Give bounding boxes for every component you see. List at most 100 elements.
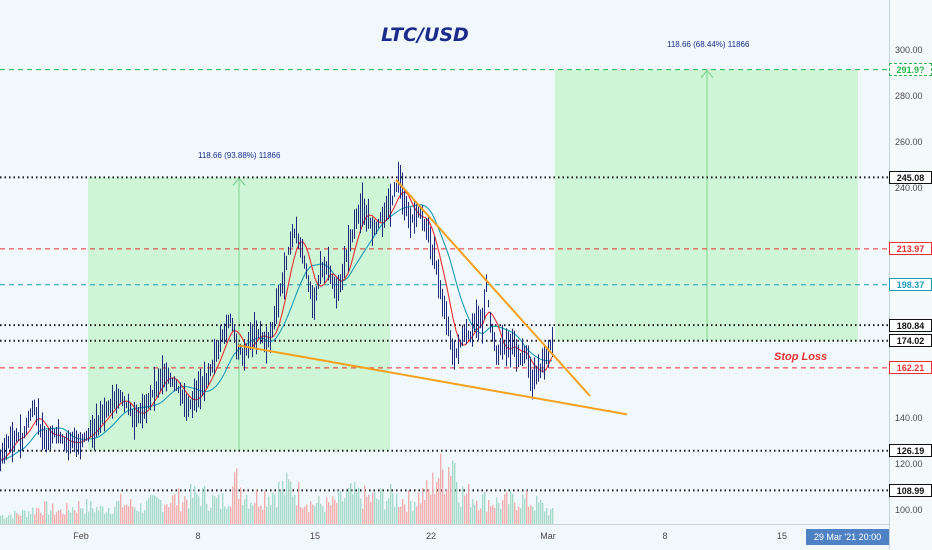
volume-bar [424, 499, 426, 524]
volume-bar [290, 481, 292, 524]
volume-bar [98, 510, 100, 524]
volume-bar [60, 509, 62, 524]
volume-bar [40, 512, 42, 524]
volume-bar [220, 508, 222, 524]
volume-bar [294, 494, 296, 524]
volume-bar [122, 507, 124, 524]
volume-bar [194, 485, 196, 524]
volume-bar [264, 491, 266, 524]
stop-loss-label: Stop Loss [774, 351, 828, 363]
volume-bar [504, 494, 506, 524]
volume-bar [288, 479, 290, 524]
volume-bar [370, 501, 372, 524]
triangle-upper-line [395, 179, 591, 397]
volume-bar [498, 503, 500, 524]
volume-bar [10, 514, 12, 524]
volume-bar [350, 482, 352, 524]
time-axis-line [0, 524, 889, 525]
level-price-tag: 180.84 [889, 318, 932, 332]
volume-bar [178, 488, 180, 524]
volume-bar [274, 494, 276, 524]
volume-bar [292, 496, 294, 524]
volume-bar [516, 509, 518, 524]
volume-bar [372, 492, 374, 524]
volume-bar [518, 506, 520, 524]
volume-bar [470, 507, 472, 524]
volume-bar [42, 515, 44, 524]
volume-bar [358, 487, 360, 524]
volume-bar [546, 507, 548, 524]
volume-bar [282, 480, 284, 524]
volume-bar [248, 508, 250, 524]
volume-bar [308, 512, 310, 524]
volume-bar [262, 509, 264, 524]
volume-bar [200, 505, 202, 524]
volume-bar [172, 495, 174, 524]
volume-bar [228, 505, 230, 524]
volume-bar [260, 505, 262, 524]
volume-bar [496, 497, 498, 524]
volume-bar [486, 511, 488, 524]
volume-bar [304, 506, 306, 524]
volume-bar [412, 511, 414, 524]
projection-arrow-head [700, 69, 714, 79]
volume-bar [110, 513, 112, 524]
volume-bar [256, 489, 258, 524]
volume-bar [140, 503, 142, 524]
volume-bar [268, 496, 270, 524]
volume-bar [448, 466, 450, 524]
volume-bar [450, 475, 452, 524]
volume-bar [16, 513, 18, 524]
volume-bar [414, 501, 416, 524]
volume-bar [374, 491, 376, 524]
price-axis[interactable] [889, 0, 932, 550]
volume-bar [512, 493, 514, 524]
volume-bar [208, 510, 210, 524]
volume-bar [318, 496, 320, 524]
volume-bar [210, 507, 212, 524]
volume-bar [52, 503, 54, 524]
volume-bar [222, 493, 224, 524]
volume-bar [510, 491, 512, 524]
volume-bar [144, 510, 146, 524]
volume-bar [408, 490, 410, 524]
volume-bar [234, 472, 236, 524]
volume-bar [522, 494, 524, 524]
volume-bar [246, 494, 248, 524]
volume-bar [142, 513, 144, 524]
volume-bar [352, 494, 354, 524]
volume-bar [392, 493, 394, 524]
volume-bar [190, 483, 192, 524]
volume-bar [490, 506, 492, 524]
volume-bar [542, 503, 544, 524]
volume-bar [38, 508, 40, 524]
volume-bar [368, 494, 370, 524]
volume-bar [506, 492, 508, 524]
volume-bar [56, 511, 58, 524]
volume-bar [54, 514, 56, 524]
volume-bar [356, 492, 358, 524]
level-price-tag: 198.37 [889, 278, 932, 292]
volume-bar [78, 501, 80, 524]
volume-bar [334, 499, 336, 524]
volume-bar [164, 504, 166, 524]
volume-bar [216, 498, 218, 524]
volume-bar [24, 510, 26, 524]
volume-bar [176, 505, 178, 524]
projection-label-1: 118.66 (93.88%) 11866 [198, 151, 281, 160]
volume-bar [452, 460, 454, 524]
volume-bar [310, 501, 312, 524]
volume-bar [14, 510, 16, 524]
volume-bar [326, 497, 328, 524]
volume-bar [102, 506, 104, 524]
volume-bar [342, 501, 344, 524]
volume-bar [20, 515, 22, 524]
volume-bar [278, 481, 280, 524]
volume-bar [180, 511, 182, 524]
volume-bar [434, 494, 436, 524]
volume-bar [378, 499, 380, 524]
volume-bar [186, 499, 188, 524]
level-price-tag: 162.21 [889, 361, 932, 375]
